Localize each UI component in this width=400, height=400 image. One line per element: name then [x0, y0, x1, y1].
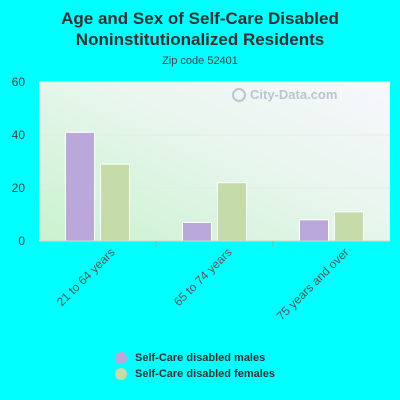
bar-females — [100, 163, 130, 242]
bar-males — [182, 221, 212, 242]
legend-label-males: Self-Care disabled males — [135, 352, 266, 364]
x-tick-label: 21 to 64 years — [54, 245, 118, 309]
chart-title: Age and Sex of Self-Care Disabled Nonins… — [0, 8, 400, 50]
legend-swatch-females — [115, 368, 127, 380]
y-tick-label: 20 — [12, 181, 26, 195]
legend-item-males: Self-Care disabled males — [115, 350, 275, 366]
y-tick-label: 60 — [12, 75, 26, 89]
y-tick-label: 0 — [18, 234, 25, 248]
y-tick-label: 40 — [12, 128, 26, 142]
plot-area — [39, 82, 390, 241]
chart-legend: Self-Care disabled males Self-Care disab… — [115, 350, 275, 382]
legend-label-females: Self-Care disabled females — [135, 368, 276, 380]
chart-title-line-2: Noninstitutionalized Residents — [75, 30, 325, 49]
gridlines — [39, 81, 390, 189]
bar-males — [65, 131, 95, 242]
legend-swatch-males — [115, 352, 127, 364]
watermark-text: City-Data.com — [250, 87, 338, 102]
chart-title-line-1: Age and Sex of Self-Care Disabled — [61, 9, 339, 28]
bar-females — [334, 211, 364, 242]
bar-females — [217, 182, 247, 242]
chart-subtitle: Zip code 52401 — [162, 55, 238, 67]
x-tick-label: 65 to 74 years — [171, 245, 235, 309]
x-tick-label: 75 years and over — [274, 245, 352, 323]
legend-item-females: Self-Care disabled females — [115, 366, 275, 382]
bars — [65, 131, 364, 242]
magnifier-icon — [232, 87, 246, 102]
bar-males — [299, 219, 329, 242]
watermark: City-Data.com — [232, 87, 337, 102]
